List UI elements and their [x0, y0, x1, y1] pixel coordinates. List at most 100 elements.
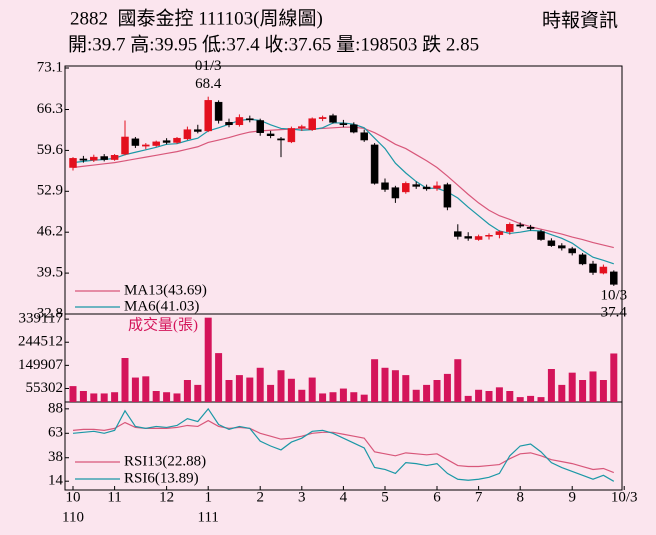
volume-bar — [527, 395, 535, 402]
volume-bar — [142, 376, 150, 402]
y-tick-label: 244512 — [18, 334, 63, 350]
candle-body — [131, 138, 140, 146]
x-tick-label: 10 — [66, 489, 81, 505]
candle-body — [246, 118, 254, 121]
candle-body — [391, 187, 400, 199]
candle-body — [142, 144, 150, 147]
candle-body — [412, 184, 420, 187]
y-tick-label: 339117 — [19, 311, 64, 327]
candle-body — [266, 133, 275, 137]
volume-bar — [516, 397, 524, 402]
x-tick-label: 11 — [107, 489, 121, 505]
annotation-value: 37.4 — [601, 304, 628, 320]
volume-bar — [100, 393, 108, 402]
candle-body — [256, 120, 264, 133]
legend-label: MA13(43.69) — [124, 282, 207, 298]
y-tick-label: 39.5 — [37, 265, 63, 281]
x-tick-label: 2 — [256, 489, 264, 505]
volume-bar — [495, 387, 503, 402]
candle-body — [235, 117, 244, 126]
candle-body — [318, 117, 327, 119]
candle-body — [443, 184, 452, 208]
volume-bar — [464, 395, 472, 402]
y-tick-label: 52.9 — [37, 183, 63, 199]
volume-bar — [194, 384, 202, 402]
volume-bar — [537, 397, 545, 402]
candle-body — [433, 185, 441, 189]
y-tick-label: 46.2 — [37, 224, 63, 240]
candle-body — [329, 115, 337, 123]
volume-bar — [350, 392, 358, 402]
candle-body — [90, 156, 98, 161]
x-tick-label: 12 — [159, 489, 174, 505]
candle-body — [308, 118, 316, 130]
x-year-label: 111 — [198, 509, 219, 525]
candle-body — [516, 224, 524, 227]
y-tick-label: 38 — [48, 449, 63, 465]
volume-bar — [329, 392, 337, 402]
candle-body — [162, 140, 171, 143]
y-tick-label: 149907 — [18, 357, 64, 373]
quote: 開:39.7 高:39.95 低:37.4 收:37.65 量:198503 跌… — [68, 33, 479, 55]
volume-bar — [433, 380, 441, 402]
volume-bar — [235, 375, 243, 402]
volume-bar — [287, 378, 295, 402]
x-tick-label: 5 — [381, 489, 389, 505]
candle-body — [402, 183, 410, 193]
y-tick-label: 73.1 — [37, 59, 63, 75]
candle-body — [225, 122, 233, 126]
y-tick-label: 55302 — [26, 380, 64, 396]
legend-label: MA6(41.03) — [124, 298, 199, 314]
candle-body — [339, 123, 348, 126]
candle-body — [599, 266, 608, 274]
candle-body — [360, 132, 368, 141]
candle-body — [69, 158, 77, 168]
candle-body — [578, 254, 587, 265]
volume-bar — [204, 317, 212, 402]
y-tick-label: 88 — [48, 400, 63, 416]
volume-bar — [475, 389, 483, 402]
legend-label: RSI13(22.88) — [124, 453, 206, 469]
volume-bar — [319, 393, 327, 402]
candle-body — [485, 235, 493, 237]
x-tick-label: 6 — [433, 489, 441, 505]
candle-body — [474, 236, 483, 240]
x-tick-label: 4 — [340, 489, 348, 505]
x-tick-label: 10/3 — [611, 489, 638, 505]
volume-bar — [402, 375, 410, 402]
candle-body — [204, 100, 212, 132]
volume-bar — [568, 372, 576, 402]
candle-body — [547, 240, 556, 246]
candle-body — [537, 231, 545, 240]
candle-body — [100, 156, 108, 160]
x-tick-label: 1 — [204, 489, 212, 505]
volume-bar — [121, 358, 129, 402]
volume-bar — [360, 394, 368, 402]
volume-bar — [69, 386, 77, 402]
candle-body — [370, 144, 379, 184]
x-tick-label: 3 — [298, 489, 306, 505]
line — [72, 419, 615, 474]
y-tick-label: 14 — [48, 473, 64, 489]
line — [72, 407, 615, 482]
candle-body — [464, 236, 472, 239]
candle-body — [121, 136, 129, 155]
volume-bar — [152, 391, 160, 402]
candle-body — [381, 182, 389, 190]
candle-body — [495, 231, 504, 235]
panel-title: 成交量(張) — [128, 315, 198, 333]
volume-bar — [163, 392, 171, 402]
candle-body — [152, 141, 160, 146]
volume-bar — [173, 393, 181, 402]
volume-bar — [371, 359, 379, 402]
candle-body — [79, 158, 88, 161]
x-tick-label: 9 — [568, 489, 576, 505]
volume-bar — [215, 353, 223, 402]
volume-bar — [443, 373, 451, 402]
candle-body — [214, 101, 223, 121]
volume-bar — [589, 371, 597, 402]
legend-label: RSI6(13.89) — [124, 470, 199, 486]
x-year-label: 110 — [62, 509, 84, 525]
candle-body — [589, 263, 597, 273]
